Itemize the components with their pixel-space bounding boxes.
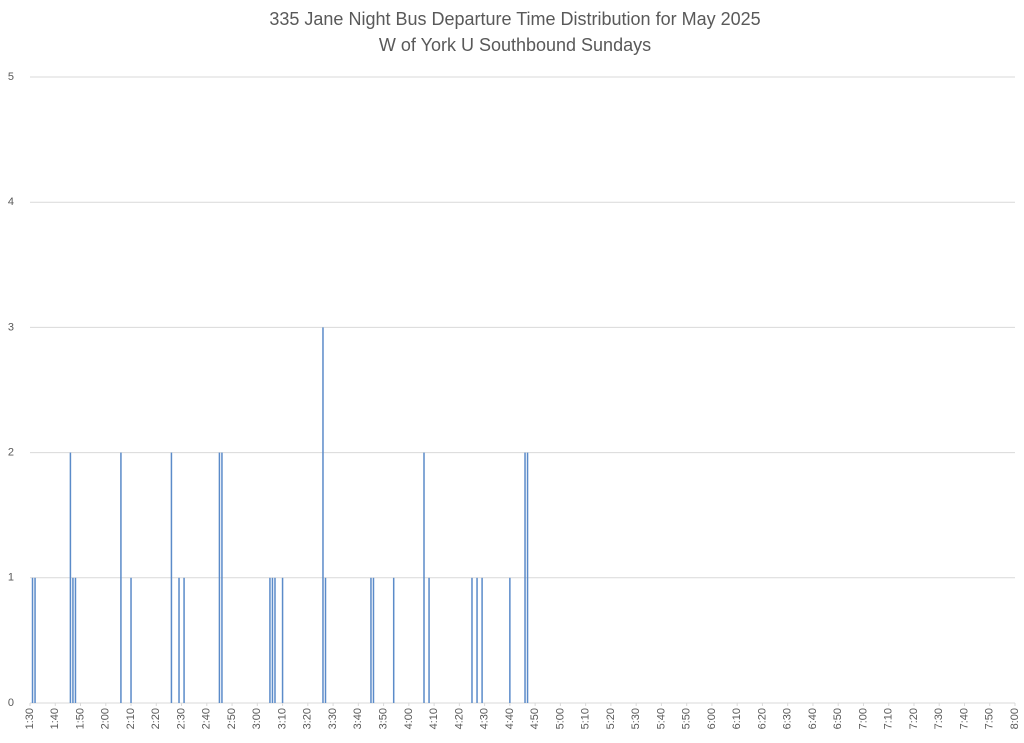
x-tick-label: 6:50: [832, 708, 844, 729]
x-tick-label: 2:30: [175, 708, 187, 729]
x-tick-label: 2:10: [125, 708, 137, 729]
bar: [221, 452, 223, 703]
x-tick-label: 7:10: [883, 708, 895, 729]
bar: [524, 452, 526, 703]
x-tick-label: 5:10: [580, 708, 592, 729]
y-tick-label: 3: [8, 321, 14, 333]
bar: [271, 577, 274, 703]
x-tick-label: 6:30: [782, 708, 794, 729]
bar: [372, 577, 375, 703]
x-tick-label: 4:20: [453, 708, 465, 729]
x-tick-label: 5:20: [605, 708, 617, 729]
bar: [324, 577, 327, 703]
x-tick-label: 1:50: [74, 708, 86, 729]
bar: [74, 577, 77, 703]
chart-title: 335 Jane Night Bus Departure Time Distri…: [269, 9, 760, 29]
x-tick-label: 7:00: [857, 708, 869, 729]
bar: [31, 577, 34, 703]
bar: [423, 452, 425, 703]
x-tick-label: 7:50: [984, 708, 996, 729]
bar: [69, 452, 72, 703]
bar: [269, 577, 271, 703]
x-tick-label: 5:50: [681, 708, 693, 729]
x-tick-label: 7:20: [908, 708, 920, 729]
bar: [476, 577, 478, 703]
x-tick-label: 6:20: [756, 708, 768, 729]
bar: [130, 577, 132, 703]
x-tick-label: 2:20: [150, 708, 162, 729]
x-tick-label: 6:10: [731, 708, 743, 729]
bar: [120, 452, 122, 703]
x-tick-label: 5:00: [554, 708, 566, 729]
chart-subtitle: W of York U Southbound Sundays: [379, 35, 651, 55]
bar: [72, 577, 74, 703]
y-tick-label: 1: [8, 572, 14, 584]
x-tick-label: 3:30: [327, 708, 339, 729]
x-tick-label: 4:30: [479, 708, 491, 729]
bar: [428, 577, 430, 703]
y-tick-label: 0: [8, 697, 14, 709]
bar: [526, 452, 529, 703]
bar: [370, 577, 372, 703]
x-tick-label: 7:30: [933, 708, 945, 729]
x-tick-label: 4:40: [504, 708, 516, 729]
x-tick-label: 8:00: [1009, 708, 1021, 729]
bar: [322, 327, 324, 703]
x-tick-label: 6:00: [706, 708, 718, 729]
x-tick-label: 2:40: [201, 708, 213, 729]
x-tick-label: 4:10: [428, 708, 440, 729]
x-tick-label: 3:10: [276, 708, 288, 729]
y-tick-label: 2: [8, 447, 14, 459]
bar: [34, 577, 36, 703]
y-tick-label: 5: [8, 71, 14, 83]
x-tick-label: 4:00: [403, 708, 415, 729]
x-tick-label: 3:40: [352, 708, 364, 729]
x-tick-label: 5:30: [630, 708, 642, 729]
x-tick-label: 5:40: [655, 708, 667, 729]
x-tick-label: 1:30: [24, 708, 36, 729]
bar: [178, 577, 180, 703]
bar: [170, 452, 173, 703]
bar: [274, 577, 276, 703]
bar: [218, 452, 221, 703]
x-tick-label: 6:40: [807, 708, 819, 729]
x-tick-label: 2:50: [226, 708, 238, 729]
bar: [392, 577, 395, 703]
x-tick-label: 4:50: [529, 708, 541, 729]
x-tick-label: 7:40: [958, 708, 970, 729]
bar: [509, 577, 511, 703]
bar: [183, 577, 185, 703]
y-tick-label: 4: [8, 196, 14, 208]
bar: [481, 577, 483, 703]
x-tick-label: 3:20: [302, 708, 314, 729]
x-tick-label: 3:00: [251, 708, 263, 729]
bar: [281, 577, 284, 703]
x-tick-label: 1:40: [49, 708, 61, 729]
bar: [471, 577, 473, 703]
x-tick-label: 3:50: [377, 708, 389, 729]
x-tick-label: 2:00: [100, 708, 112, 729]
